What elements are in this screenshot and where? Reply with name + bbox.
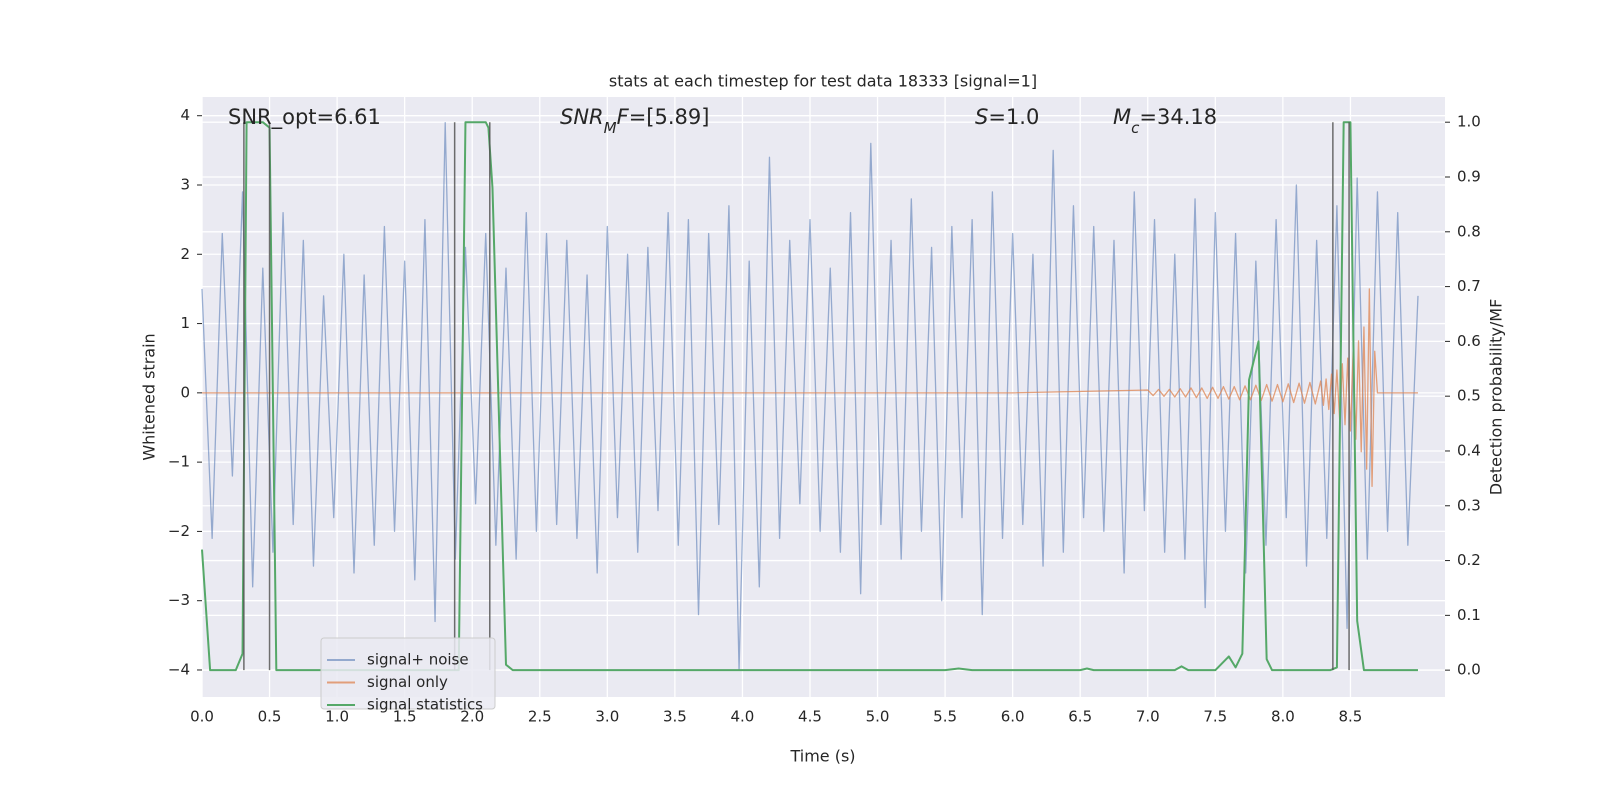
series-line [201, 121, 1419, 671]
annotation-part: F [617, 105, 630, 129]
annotation: SNRMF=[5.89] [560, 105, 709, 137]
annotation-part: M [604, 119, 617, 137]
y2-tick-label: 1.0 [1457, 113, 1481, 131]
annotation-part: M [1113, 105, 1131, 129]
annotation-part: SNR_opt=6.61 [228, 105, 381, 130]
y-tick-label: 4 [180, 106, 190, 124]
x-tick-label: 7.5 [1203, 708, 1227, 726]
legend-label: signal+ noise [367, 651, 469, 669]
x-tick-label: 0.5 [258, 708, 282, 726]
y-tick-label: 0 [180, 383, 190, 401]
annotation: S=1.0 [975, 105, 1039, 129]
y2-tick-label: 0.9 [1457, 168, 1481, 186]
annotation-part: SNR [560, 105, 604, 129]
y2-tick-label: 0.2 [1457, 551, 1481, 569]
annotation-part: c [1131, 119, 1140, 137]
y2-tick-label: 0.8 [1457, 222, 1481, 240]
annotation-part: =1.0 [988, 105, 1039, 129]
annotation: SNR_opt=6.61 [228, 105, 381, 130]
y2-tick-label: 0.0 [1457, 661, 1481, 679]
plot-background [202, 97, 1445, 697]
y-axis-label: Whitened strain [140, 333, 159, 460]
x-tick-label: 7.0 [1136, 708, 1160, 726]
y2-tick-label: 0.3 [1457, 496, 1481, 514]
x-tick-label: 3.5 [663, 708, 687, 726]
y-tick-label: −4 [168, 660, 190, 678]
y2-tick-label: 0.4 [1457, 441, 1481, 459]
x-tick-label: 2.5 [528, 708, 552, 726]
legend: signal+ noise signal only signal statistic… [320, 637, 496, 714]
x-tick-label: 1.0 [325, 708, 349, 726]
x-tick-label: 0.0 [190, 708, 214, 726]
chart-title: stats at each timestep for test data 183… [609, 72, 1037, 91]
legend-label: signal only [367, 673, 448, 691]
annotation: Mc=34.18 [1113, 105, 1217, 137]
y-tick-label: −2 [168, 522, 190, 540]
x-tick-label: 1.5 [393, 708, 417, 726]
legend-label: signal statistics [367, 696, 483, 714]
x-tick-label: 8.5 [1338, 708, 1362, 726]
y-tick-label: 1 [180, 314, 190, 332]
y2-tick-label: 0.7 [1457, 277, 1481, 295]
y-tick-label: 3 [180, 175, 190, 193]
y2-tick-label: 0.1 [1457, 606, 1481, 624]
y2-axis-label: Detection probability/MF [1487, 299, 1506, 496]
x-tick-label: 4.0 [731, 708, 755, 726]
x-tick-label: 2.0 [460, 708, 484, 726]
x-tick-label: 4.5 [798, 708, 822, 726]
x-tick-label: 5.0 [866, 708, 890, 726]
y-tick-label: −1 [168, 453, 190, 471]
series-line [201, 121, 1418, 672]
annotation-part: =34.18 [1139, 105, 1217, 129]
x-tick-label: 8.0 [1271, 708, 1295, 726]
annotation-part: =[5.89] [629, 105, 710, 129]
y-tick-label: −3 [168, 591, 190, 609]
x-tick-label: 3.0 [595, 708, 619, 726]
y2-tick-label: 0.5 [1457, 387, 1481, 405]
x-axis-label: Time (s) [789, 747, 855, 766]
x-tick-label: 5.5 [933, 708, 957, 726]
x-tick-label: 6.0 [1001, 708, 1025, 726]
y-tick-label: 2 [180, 245, 190, 263]
legend-box [320, 637, 496, 710]
y2-tick-label: 0.6 [1457, 332, 1481, 350]
x-tick-label: 6.5 [1068, 708, 1092, 726]
annotation-part: S [975, 105, 988, 129]
